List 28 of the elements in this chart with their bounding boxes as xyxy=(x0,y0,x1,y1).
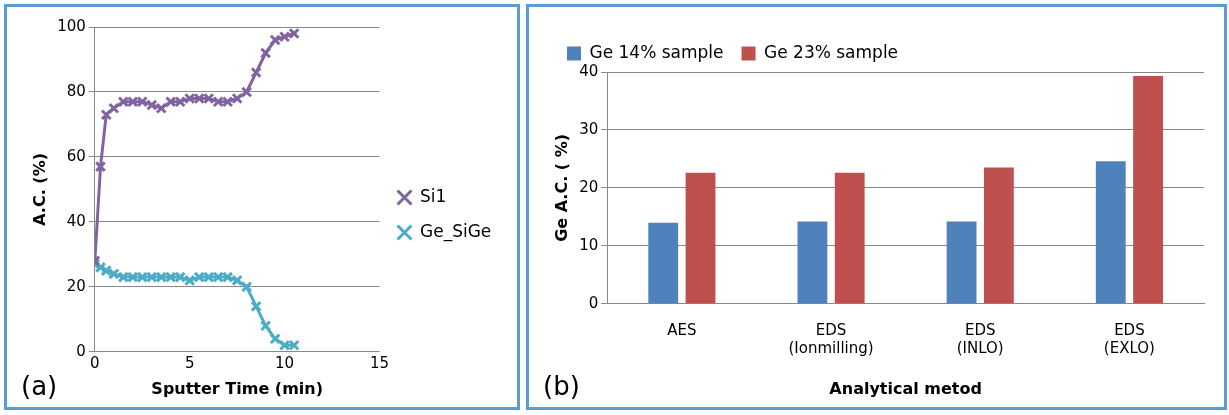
y-tick-label: 40 xyxy=(579,61,599,80)
y-tick-label: 30 xyxy=(579,119,599,138)
y-tick-label: 40 xyxy=(66,211,86,230)
y-tick-label: 60 xyxy=(66,146,86,165)
x-tick-label: EDS (INLO) xyxy=(956,320,1004,357)
x-tick-label: 0 xyxy=(90,353,100,372)
x-axis-title: Analytical metod xyxy=(829,378,982,398)
legend-label: Ge_SiGe xyxy=(420,220,492,242)
x-tick-label: 10 xyxy=(275,353,295,372)
x-tick-label: EDS (EXLO) xyxy=(1103,320,1155,357)
y-tick-label: 20 xyxy=(66,276,86,295)
y-axis-title: Ge A.C. ( %) xyxy=(551,133,571,242)
x-tick-label: EDS (Ionmilling) xyxy=(788,320,874,357)
y-tick-label: 20 xyxy=(579,177,599,196)
y-axis-title: A.C. (%) xyxy=(29,152,49,226)
x-tick-label: 5 xyxy=(184,353,195,372)
y-tick-label: 80 xyxy=(66,81,86,100)
y-tick-label: 100 xyxy=(57,16,86,35)
text: (b) xyxy=(543,370,580,401)
y-tick-label: 10 xyxy=(579,235,599,254)
y-tick-label: 0 xyxy=(588,293,599,312)
text: (a) xyxy=(21,370,58,401)
legend-label: Ge 23% sample xyxy=(764,41,899,62)
legend-label: Si1 xyxy=(420,185,447,206)
x-axis-title: Sputter Time (min) xyxy=(151,378,323,398)
x-tick-label: AES xyxy=(667,320,697,339)
legend-label: Ge 14% sample xyxy=(589,41,724,62)
x-tick-label: 15 xyxy=(369,353,390,372)
